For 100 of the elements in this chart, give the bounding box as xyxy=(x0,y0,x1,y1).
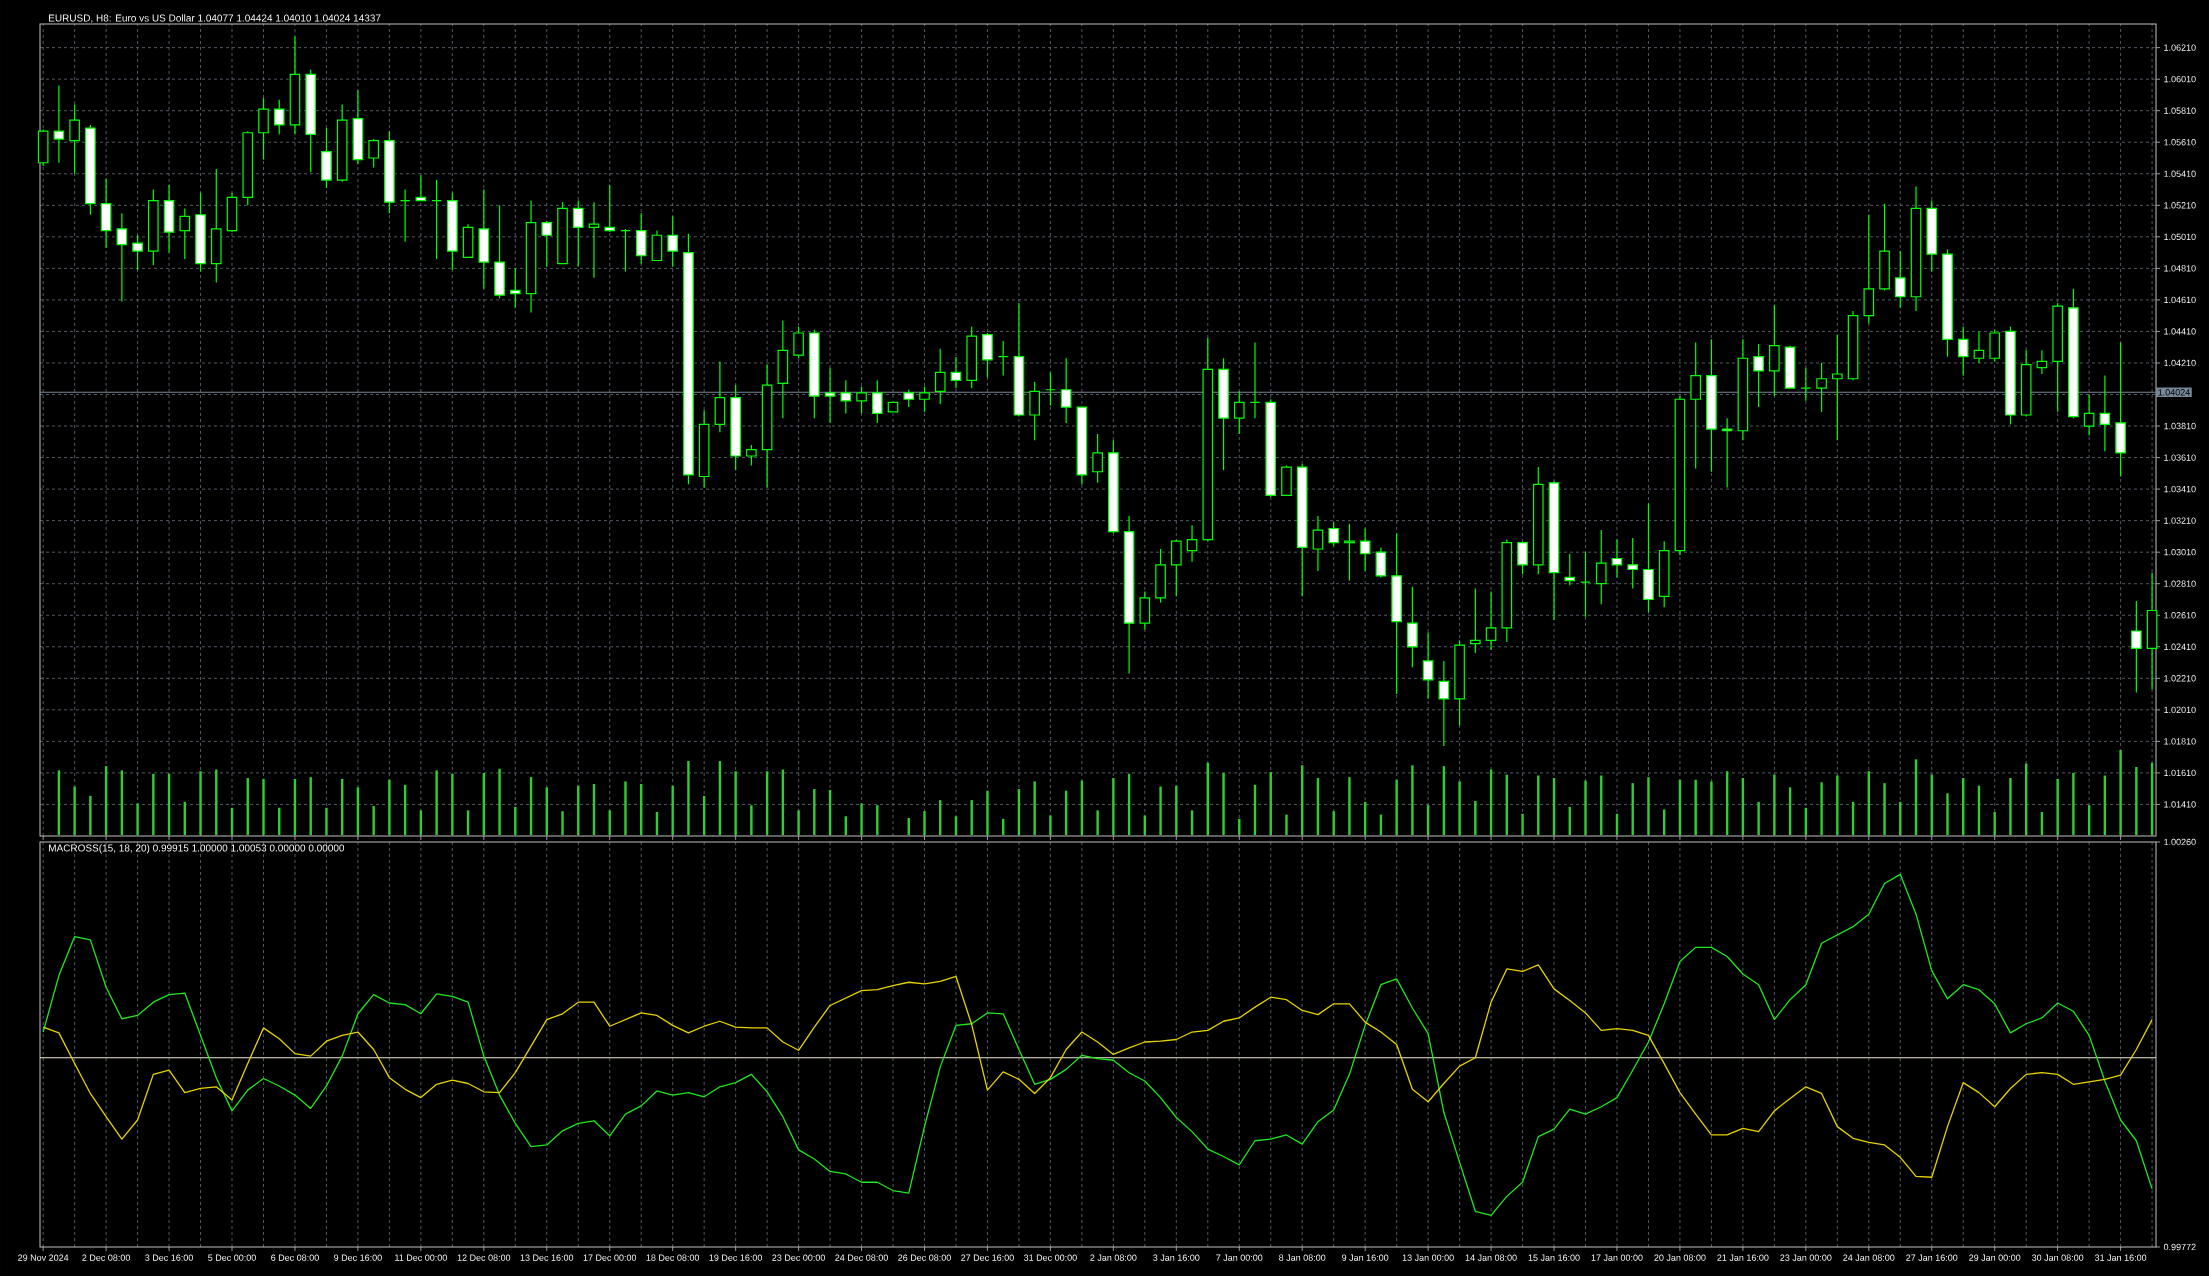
candlestick xyxy=(2036,349,2048,375)
x-tick-label: 20 Jan 08:00 xyxy=(1654,1254,1706,1261)
y-tick-label: 1.02410 xyxy=(2164,643,2196,650)
x-tick-label: 24 Jan 08:00 xyxy=(1843,1254,1895,1261)
x-tick-label: 27 Jan 16:00 xyxy=(1906,1254,1958,1261)
x-tick-label: 19 Dec 16:00 xyxy=(709,1254,763,1261)
bar xyxy=(1521,813,1524,835)
y-tick-label: 1.02810 xyxy=(2164,580,2196,587)
ref-line-label: 1.04024 xyxy=(2158,389,2190,396)
bar xyxy=(152,773,155,835)
candlestick xyxy=(258,97,269,161)
candlestick xyxy=(1973,330,1985,364)
x-tick-label: 31 Dec 00:00 xyxy=(1023,1254,1077,1261)
x-tick-label: 18 Dec 08:00 xyxy=(646,1254,700,1261)
candlestick xyxy=(871,379,883,424)
bar xyxy=(687,761,690,835)
candlestick xyxy=(1422,631,1434,700)
x-tick-label: 3 Jan 16:00 xyxy=(1153,1254,1200,1261)
candlestick xyxy=(1753,343,1764,408)
bar xyxy=(1033,781,1036,835)
bar xyxy=(136,803,139,835)
bar xyxy=(498,768,501,835)
bar xyxy=(1710,781,1713,835)
bar xyxy=(671,785,674,835)
x-tick-label: 17 Jan 00:00 xyxy=(1591,1254,1643,1261)
y-tick-label: 1.01610 xyxy=(2164,769,2196,777)
y-tick-label: 1.05410 xyxy=(2164,170,2196,177)
bar xyxy=(1285,814,1288,835)
bar xyxy=(1474,800,1477,835)
bar xyxy=(199,771,202,835)
candlestick xyxy=(1170,538,1182,597)
bar xyxy=(986,790,989,835)
candlestick xyxy=(1359,527,1371,572)
x-tick-label: 5 Dec 00:00 xyxy=(208,1254,256,1261)
y-tick-label: 1.04210 xyxy=(2164,359,2196,367)
candlestick xyxy=(431,179,442,260)
y-tick-label: 1.03610 xyxy=(2164,454,2196,461)
bar xyxy=(1773,774,1776,835)
y-tick-label: 1.03810 xyxy=(2164,422,2196,430)
bar xyxy=(2056,778,2059,835)
x-tick-label: 3 Dec 16:00 xyxy=(145,1254,193,1261)
candlestick xyxy=(1832,333,1843,441)
bar xyxy=(1096,810,1099,835)
y-tick-label: 1.05010 xyxy=(2164,233,2196,241)
x-tick-label: 14 Jan 08:00 xyxy=(1465,1254,1517,1261)
x-tick-label: 2 Dec 08:00 xyxy=(82,1254,131,1261)
candlestick xyxy=(1470,587,1481,654)
x-tick-label: 7 Jan 00:00 xyxy=(1216,1254,1263,1261)
candlestick xyxy=(1438,660,1450,747)
bar xyxy=(325,807,328,835)
bar xyxy=(451,773,454,835)
candlestick xyxy=(856,386,867,415)
y-tick-label: 1.04610 xyxy=(2164,296,2196,304)
candlestick xyxy=(950,356,962,389)
x-tick-label: 26 Dec 08:00 xyxy=(898,1254,951,1261)
bar xyxy=(1049,815,1052,835)
candlestick xyxy=(53,84,65,164)
candlestick xyxy=(1092,433,1103,484)
bar xyxy=(1411,765,1414,835)
x-tick-label: 29 Nov 2024 xyxy=(18,1254,69,1261)
bar xyxy=(813,789,816,835)
chart-title: MACROSS(15, 18, 20) 0.99915 1.00000 1.00053 0.00000 0.00000 xyxy=(49,844,345,854)
candlestick xyxy=(1580,551,1591,618)
y-tick-label: 1.03010 xyxy=(2164,548,2196,556)
candlestick xyxy=(620,228,631,273)
x-tick-label: 12 Dec 08:00 xyxy=(457,1254,511,1261)
x-tick-label: 6 Dec 08:00 xyxy=(271,1254,319,1261)
bar xyxy=(1647,777,1650,835)
y-tick-label: 1.05610 xyxy=(2164,139,2196,146)
candlestick xyxy=(2131,600,2142,694)
candlestick xyxy=(1485,590,1497,651)
x-tick-label: 8 Jan 08:00 xyxy=(1279,1254,1326,1261)
x-tick-label: 31 Jan 16:00 xyxy=(2094,1254,2147,1261)
y-tick-label: 1.02010 xyxy=(2164,706,2196,714)
x-tick-label: 24 Dec 08:00 xyxy=(835,1254,888,1261)
x-tick-label: 21 Jan 16:00 xyxy=(1717,1254,1769,1261)
x-tick-label: 23 Jan 00:00 xyxy=(1780,1254,1832,1261)
candlestick xyxy=(746,444,757,467)
candlestick xyxy=(1690,341,1701,470)
candlestick xyxy=(1564,553,1576,586)
candlestick xyxy=(1957,326,1969,377)
candlestick xyxy=(1233,390,1245,435)
candlestick xyxy=(132,234,143,271)
candlestick xyxy=(1517,540,1528,575)
bar xyxy=(2119,749,2122,835)
bar xyxy=(561,811,564,835)
y-tick-label: 1.01810 xyxy=(2164,738,2196,745)
bar xyxy=(372,806,375,835)
y-tick-label: 1.06210 xyxy=(2164,44,2196,51)
candlestick xyxy=(793,326,804,359)
candlestick xyxy=(179,207,191,260)
candlestick xyxy=(1045,371,1056,407)
candlestick xyxy=(1060,357,1072,424)
candlestick xyxy=(1249,341,1261,419)
candlestick xyxy=(368,138,379,169)
candlestick xyxy=(667,215,679,268)
candlestick xyxy=(1375,546,1387,578)
candlestick xyxy=(840,379,852,415)
bar xyxy=(624,781,627,835)
bar xyxy=(1112,778,1115,835)
